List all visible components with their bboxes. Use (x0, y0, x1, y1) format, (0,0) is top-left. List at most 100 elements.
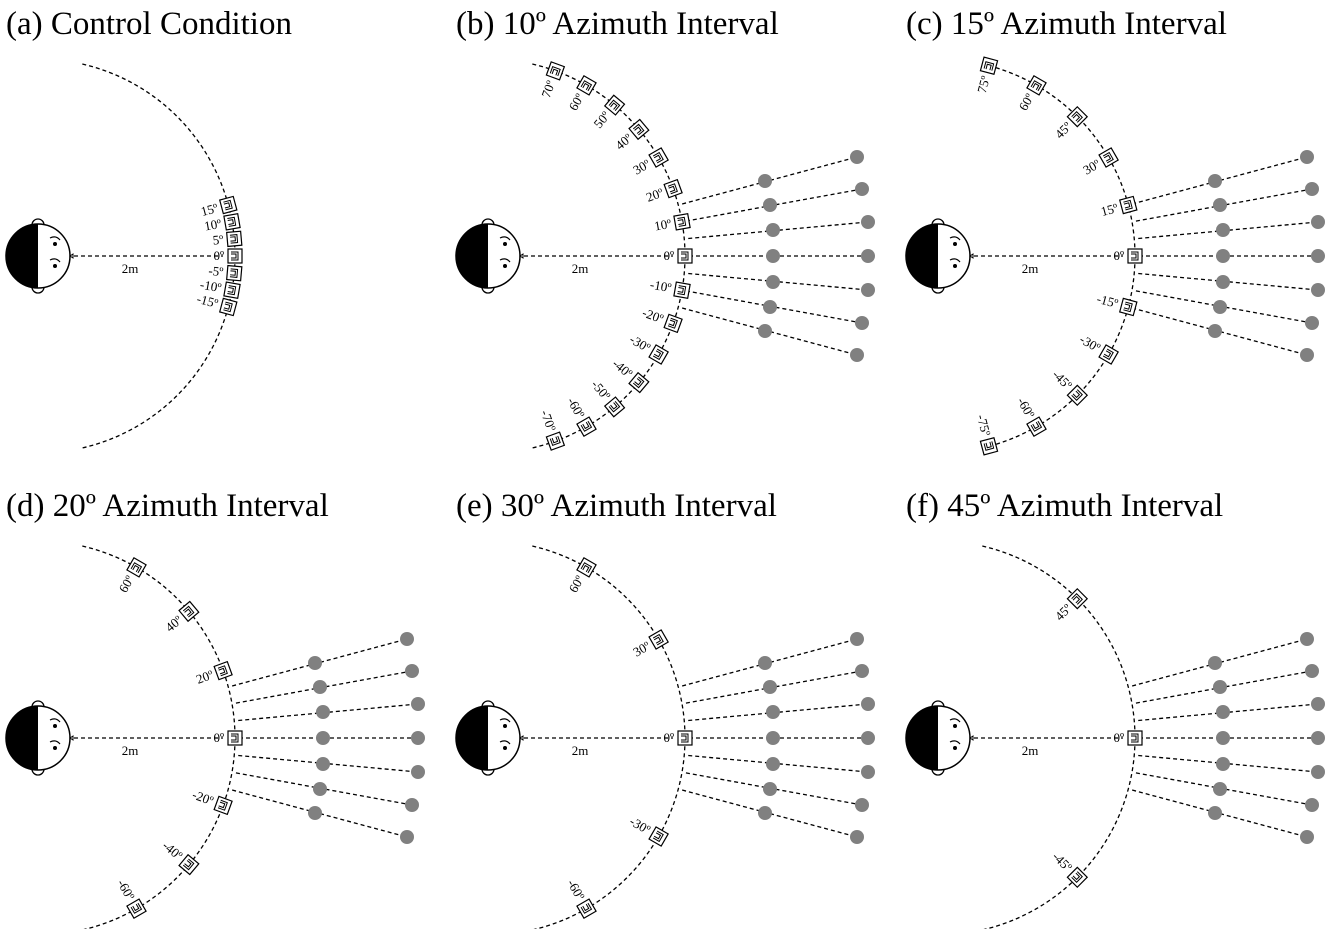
listener (1300, 150, 1314, 164)
listener (1311, 249, 1325, 263)
angle-label: 40º (162, 612, 185, 634)
speaker (220, 196, 237, 213)
speaker (1120, 298, 1137, 315)
hair (906, 224, 938, 288)
angle-label: 40º (612, 130, 635, 152)
speaker (674, 214, 690, 230)
listener (1213, 680, 1227, 694)
angle-label: 0º (1113, 730, 1124, 745)
angle-label: -45º (1049, 849, 1075, 875)
hair (906, 706, 938, 770)
speaker-box (1099, 148, 1118, 167)
angle-label: -30º (627, 813, 653, 837)
panel: (c) 15º Azimuth Interval2m75º60º45º30º15… (906, 6, 1325, 455)
speaker-box (127, 899, 146, 918)
speaker (1128, 731, 1142, 745)
angle-label: -60º (114, 877, 138, 903)
eye (53, 264, 57, 268)
speaker (678, 249, 692, 263)
speaker (674, 282, 690, 298)
listener (758, 174, 772, 188)
speaker (546, 432, 564, 450)
speaker (980, 57, 997, 74)
angle-label: 0º (663, 730, 674, 745)
speaker (127, 558, 146, 577)
speaker (214, 662, 232, 680)
listener (861, 697, 875, 711)
speaker (179, 855, 199, 875)
speaker-box (649, 630, 668, 649)
eye (503, 746, 507, 750)
listener (316, 757, 330, 771)
speaker (649, 630, 668, 649)
listener (411, 731, 425, 745)
listener (766, 275, 780, 289)
angle-label: 20º (644, 185, 665, 205)
speaker-box (674, 214, 690, 230)
speaker-box (214, 662, 232, 680)
speaker-box (664, 180, 682, 198)
listener (758, 656, 772, 670)
eye (53, 746, 57, 750)
listener (1216, 249, 1230, 263)
speaker-box (980, 57, 997, 74)
listener (763, 782, 777, 796)
speaker-box (179, 602, 199, 622)
eye (953, 264, 957, 268)
speaker-box (629, 120, 649, 140)
speaker-box (577, 76, 596, 95)
speaker-box (980, 438, 997, 455)
listener (766, 223, 780, 237)
hair (456, 224, 488, 288)
angle-label: 60º (116, 573, 138, 595)
listener (861, 731, 875, 745)
listener (766, 705, 780, 719)
panel-title: (b) 10º Azimuth Interval (456, 6, 779, 42)
angle-label: 60º (1016, 91, 1038, 113)
speaker-box (1128, 249, 1142, 263)
listener (861, 283, 875, 297)
speaker (220, 298, 237, 315)
listener (1300, 632, 1314, 646)
hair (6, 706, 38, 770)
listener (308, 806, 322, 820)
speaker (980, 438, 997, 455)
speaker (649, 345, 668, 364)
listener (411, 697, 425, 711)
distance-label: 2m (1022, 261, 1039, 276)
eye (953, 724, 957, 728)
speaker (1128, 249, 1142, 263)
speaker-box (546, 432, 564, 450)
angle-label: 0º (1113, 248, 1124, 263)
eye (953, 746, 957, 750)
angle-label: -75º (974, 413, 994, 438)
panel: (a) Control Condition2m15º10º5º0º-5º-10º… (6, 6, 292, 448)
angle-label: 10º (203, 216, 222, 234)
panel: (d) 20º Azimuth Interval2m60º40º20º0º-20… (6, 488, 425, 929)
listener (313, 782, 327, 796)
listener (313, 680, 327, 694)
listener (1216, 705, 1230, 719)
speaker (649, 827, 668, 846)
speaker (605, 397, 625, 417)
listener (850, 830, 864, 844)
speaker (214, 796, 232, 814)
speaker (605, 95, 625, 115)
eye (53, 724, 57, 728)
speaker-box (577, 417, 596, 436)
speaker-box (629, 373, 649, 393)
angle-label: -40º (610, 356, 636, 381)
angle-label: -60º (1014, 395, 1038, 421)
listener (1305, 316, 1319, 330)
listener (1305, 664, 1319, 678)
angle-label: 45º (1052, 119, 1075, 142)
speaker (228, 249, 242, 263)
speaker-box (220, 298, 237, 315)
speaker-box (577, 899, 596, 918)
speaker-box (127, 558, 146, 577)
listener (766, 249, 780, 263)
speaker-box (664, 314, 682, 332)
angle-label: 15º (1099, 200, 1119, 219)
listener (1213, 198, 1227, 212)
speaker-box (227, 266, 242, 281)
